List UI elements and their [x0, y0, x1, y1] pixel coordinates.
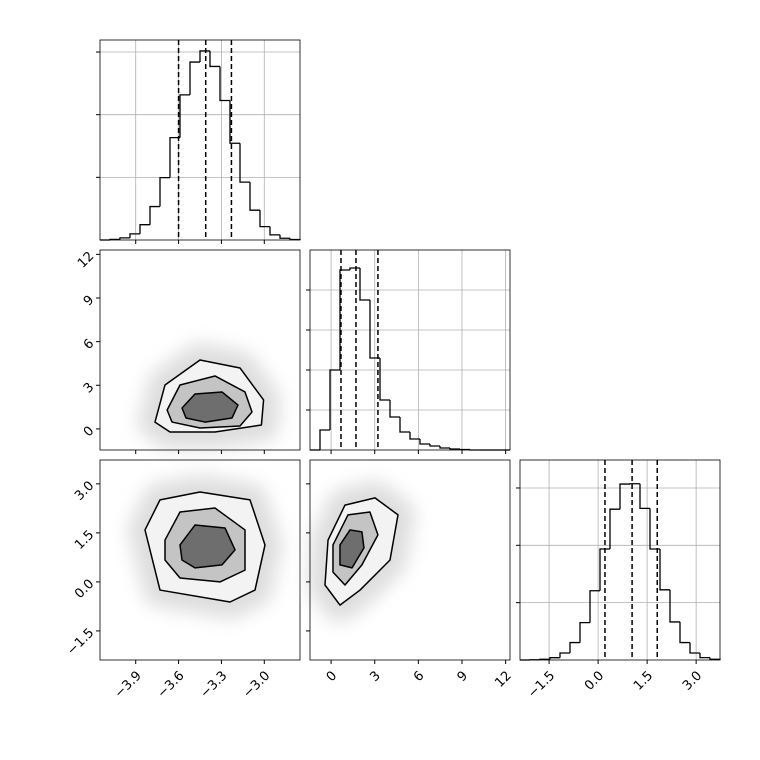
histogram-step [609, 508, 620, 549]
histogram-step [399, 417, 410, 433]
histogram-step [139, 224, 150, 234]
histogram-step [269, 226, 280, 236]
y-tick-label: 0 [81, 424, 97, 440]
contour [339, 529, 365, 569]
histogram-step [639, 483, 650, 510]
histogram-step [409, 432, 420, 440]
histogram-step [549, 657, 560, 660]
histogram-step [599, 548, 610, 591]
contour [181, 391, 239, 423]
x-tick-label: 3.0 [680, 668, 705, 693]
histogram-step [199, 50, 210, 63]
histogram-step [129, 233, 140, 238]
histogram-step [149, 205, 160, 225]
histogram-step [249, 182, 260, 211]
panel-frame [309, 459, 511, 661]
histogram-step [669, 589, 680, 623]
x-tick-label: −3.9 [112, 668, 145, 701]
histogram-step [689, 642, 700, 654]
histogram-step [329, 369, 340, 430]
contour [179, 524, 236, 569]
histogram-step [569, 641, 580, 654]
panel-frame [99, 459, 301, 661]
histogram-step [119, 237, 130, 240]
x-tick-label: 0 [324, 668, 340, 684]
x-tick-label: −3.3 [198, 668, 231, 701]
histogram-step [619, 483, 630, 510]
x-tick-label: −3.6 [155, 668, 188, 701]
panel-frame [309, 249, 511, 451]
histogram-step [259, 210, 270, 228]
histogram-step [429, 444, 440, 447]
histogram-step [679, 621, 690, 644]
histogram-step [419, 439, 430, 445]
y-tick-label: 1.5 [72, 528, 97, 553]
x-tick-label: 12 [492, 668, 514, 690]
x-tick-label: 0.0 [582, 668, 607, 693]
histogram-step [439, 446, 450, 449]
histogram-step [179, 94, 190, 138]
y-tick-label: −1.5 [64, 626, 97, 659]
histogram-step [359, 268, 370, 301]
histogram-step [649, 508, 660, 550]
histogram-step [699, 653, 710, 659]
panel-frame [99, 249, 301, 451]
x-tick-label: 3 [367, 668, 383, 684]
histogram-step [229, 100, 240, 144]
x-tick-label: 1.5 [631, 668, 656, 693]
histogram-step [389, 400, 400, 418]
panel-frame [99, 39, 301, 241]
histogram-step [579, 621, 590, 643]
histogram-step [319, 429, 330, 450]
histogram-step [449, 448, 460, 450]
histogram-step [659, 548, 670, 591]
histogram-step [589, 590, 600, 623]
x-tick-label: −1.5 [525, 668, 558, 701]
histogram-step [379, 358, 390, 401]
histogram-step [369, 300, 380, 359]
histogram-step [339, 269, 350, 370]
y-tick-label: 12 [75, 249, 97, 271]
histogram-step [159, 176, 170, 207]
y-tick-label: 6 [81, 336, 97, 352]
x-tick-label: 6 [411, 668, 427, 684]
panel-frame [519, 459, 721, 661]
y-tick-label: 3 [81, 380, 97, 396]
histogram-step [169, 136, 180, 178]
histogram-step [279, 234, 290, 239]
histogram-step [189, 61, 200, 95]
x-tick-label: −3.0 [240, 668, 273, 701]
x-tick-label: 9 [455, 668, 471, 684]
y-tick-label: 9 [81, 293, 97, 309]
y-tick-label: 0.0 [72, 577, 97, 602]
histogram-step [559, 652, 570, 658]
histogram-step [239, 143, 250, 183]
histogram-step [459, 448, 470, 451]
histogram-step [349, 267, 360, 270]
y-tick-label: 3.0 [72, 479, 97, 504]
histogram-step [219, 66, 230, 102]
histogram-step [209, 50, 220, 68]
